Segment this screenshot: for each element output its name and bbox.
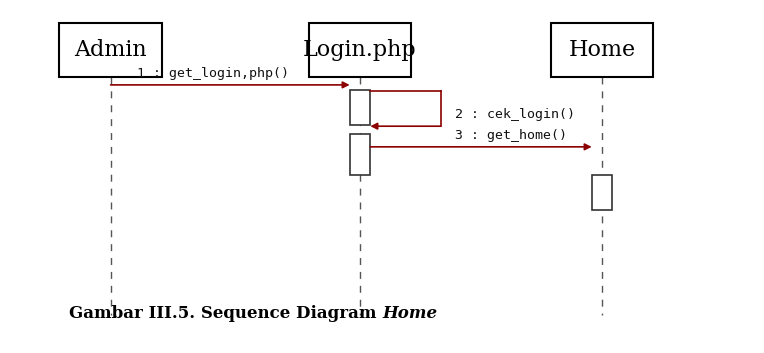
Bar [350,90,371,125]
Bar [551,23,653,77]
Text: 1 : get_login,php(): 1 : get_login,php() [138,67,290,80]
Text: Home: Home [568,39,636,61]
Bar [60,23,162,77]
Text: 3 : get_home(): 3 : get_home() [455,129,568,142]
Text: Login.php: Login.php [303,39,417,61]
Text: Gambar III.5. Sequence Diagram: Gambar III.5. Sequence Diagram [69,305,382,322]
Bar [592,175,612,210]
Bar [350,134,371,175]
Text: Home: Home [382,305,437,322]
Text: 2 : cek_login(): 2 : cek_login() [455,108,575,121]
Bar [309,23,411,77]
Text: Admin: Admin [74,39,147,61]
